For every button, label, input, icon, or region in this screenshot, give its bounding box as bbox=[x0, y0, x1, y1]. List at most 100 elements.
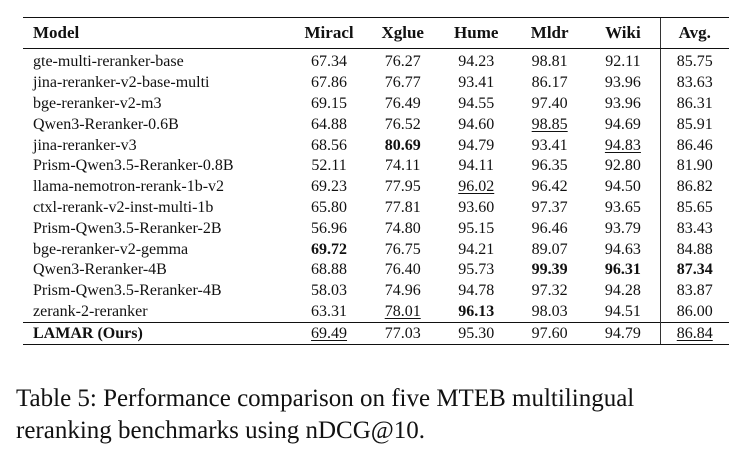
score-cell: 69.15 bbox=[292, 94, 366, 115]
score-cell: 94.11 bbox=[439, 156, 513, 177]
score-value: 83.43 bbox=[676, 219, 713, 237]
model-name-cell: jina-reranker-v3 bbox=[33, 136, 137, 154]
score-value: 86.82 bbox=[676, 178, 713, 196]
score-value: 94.78 bbox=[458, 282, 495, 300]
score-value: 94.28 bbox=[604, 282, 641, 300]
score-value: 78.01 bbox=[384, 302, 421, 320]
score-cell: 93.41 bbox=[513, 135, 586, 156]
results-table: Model Miracl Xglue Hume Mldr Wiki Avg. g… bbox=[23, 17, 729, 346]
score-value: 77.95 bbox=[384, 178, 421, 196]
score-value: 76.49 bbox=[384, 94, 421, 112]
score-cell: 94.79 bbox=[439, 135, 513, 156]
score-value: 92.11 bbox=[605, 53, 641, 71]
score-value: 96.02 bbox=[458, 178, 495, 196]
score-cell: 98.03 bbox=[513, 302, 586, 323]
score-cell: 74.96 bbox=[366, 281, 440, 302]
score-value: 96.46 bbox=[531, 219, 568, 237]
table-row: jina-reranker-v3 68.56 80.69 94.79 93.41 94.8… bbox=[23, 135, 729, 156]
score-cell: 94.21 bbox=[439, 239, 513, 260]
score-cell: 96.35 bbox=[513, 156, 586, 177]
score-value: 58.03 bbox=[311, 282, 348, 300]
table-row: llama-nemotron-rerank-1b-v2 69.23 77.95 96.… bbox=[23, 176, 729, 198]
score-value: 63.31 bbox=[311, 302, 348, 320]
score-value: 52.11 bbox=[311, 157, 347, 175]
model-name-cell: Prism-Qwen3.5-Reranker-0.8B bbox=[33, 157, 234, 175]
table-caption: Table 5: Performance comparison on five … bbox=[16, 385, 635, 444]
model-name-cell: Prism-Qwen3.5-Reranker-2B bbox=[33, 219, 222, 237]
score-value: 93.60 bbox=[458, 198, 495, 216]
score-value: 68.88 bbox=[311, 261, 348, 279]
score-value: 67.34 bbox=[311, 53, 348, 71]
score-value: 98.03 bbox=[531, 302, 568, 320]
header-avg: Avg. bbox=[659, 17, 729, 49]
score-value: 93.41 bbox=[458, 74, 495, 92]
score-cell: 94.55 bbox=[439, 94, 513, 115]
score-value: 94.79 bbox=[458, 136, 495, 154]
score-value: 69.23 bbox=[311, 178, 348, 196]
score-cell: 86.31 bbox=[659, 93, 729, 115]
score-cell: 83.43 bbox=[659, 218, 729, 240]
score-value: 93.79 bbox=[604, 219, 641, 237]
score-value: 94.79 bbox=[604, 324, 641, 342]
score-value: 96.42 bbox=[531, 178, 568, 196]
score-cell: 86.82 bbox=[659, 176, 729, 198]
score-cell: 77.03 bbox=[365, 322, 440, 346]
score-cell: 76.77 bbox=[366, 73, 440, 94]
score-value: 87.34 bbox=[676, 261, 713, 279]
score-cell: 84.88 bbox=[659, 239, 729, 260]
score-value: 95.15 bbox=[458, 219, 495, 237]
score-cell: 63.31 bbox=[292, 302, 366, 323]
score-value: 95.30 bbox=[458, 324, 495, 342]
score-cell: 69.49 bbox=[292, 322, 366, 346]
score-cell: 86.84 bbox=[659, 322, 729, 346]
score-value: 95.73 bbox=[458, 261, 495, 279]
score-value: 76.75 bbox=[384, 240, 421, 258]
score-cell: 86.00 bbox=[659, 301, 729, 323]
score-cell: 76.52 bbox=[366, 114, 440, 135]
score-value: 77.03 bbox=[384, 324, 421, 342]
score-value: 94.21 bbox=[458, 240, 495, 258]
score-cell: 78.01 bbox=[366, 302, 440, 323]
score-value: 97.40 bbox=[531, 94, 568, 112]
score-value: 97.60 bbox=[531, 324, 568, 342]
score-value: 68.56 bbox=[311, 136, 348, 154]
score-value: 81.90 bbox=[676, 157, 713, 175]
score-value: 83.87 bbox=[676, 282, 713, 300]
score-value: 64.88 bbox=[311, 115, 348, 133]
score-value: 97.32 bbox=[531, 282, 568, 300]
score-value: 76.77 bbox=[384, 74, 421, 92]
score-value: 69.15 bbox=[311, 94, 348, 112]
score-cell: 83.63 bbox=[659, 72, 729, 94]
header-miracl: Miracl bbox=[292, 17, 366, 49]
table-row: zerank-2-reranker 63.31 78.01 96.13 98.03 94.… bbox=[23, 301, 729, 323]
table-row: Qwen3-Reranker-4B 68.88 76.40 95.73 99.39 96.… bbox=[23, 259, 729, 281]
score-cell: 52.11 bbox=[292, 156, 366, 177]
score-value: 94.83 bbox=[604, 136, 641, 154]
score-value: 74.11 bbox=[385, 157, 421, 175]
model-name-cell: LAMAR (Ours) bbox=[23, 322, 293, 346]
score-value: 69.72 bbox=[311, 240, 348, 258]
score-value: 94.55 bbox=[458, 94, 495, 112]
score-cell: 93.96 bbox=[586, 73, 660, 94]
score-cell: 97.60 bbox=[513, 322, 587, 346]
score-cell: 94.63 bbox=[586, 239, 660, 260]
score-cell: 92.11 bbox=[586, 49, 660, 73]
score-cell: 74.11 bbox=[366, 156, 440, 177]
score-cell: 85.91 bbox=[659, 114, 729, 136]
score-value: 67.86 bbox=[311, 74, 348, 92]
score-value: 99.39 bbox=[531, 261, 568, 279]
score-value: 56.96 bbox=[311, 219, 348, 237]
table-row: bge-reranker-v2-gemma 69.72 76.75 94.21 89.0… bbox=[23, 239, 729, 260]
table-row: ctxl-rerank-v2-inst-multi-1b 65.80 77.81 93… bbox=[23, 197, 729, 219]
score-value: 94.69 bbox=[604, 115, 641, 133]
score-value: 94.63 bbox=[604, 240, 641, 258]
score-value: 96.35 bbox=[531, 157, 568, 175]
score-cell: 94.69 bbox=[586, 114, 660, 135]
score-cell: 64.88 bbox=[292, 114, 366, 135]
score-cell: 68.88 bbox=[292, 260, 366, 281]
score-cell: 96.42 bbox=[513, 177, 586, 198]
score-cell: 76.75 bbox=[366, 239, 440, 260]
score-cell: 85.65 bbox=[659, 197, 729, 219]
score-cell: 76.49 bbox=[366, 94, 440, 115]
score-cell: 94.50 bbox=[586, 177, 660, 198]
